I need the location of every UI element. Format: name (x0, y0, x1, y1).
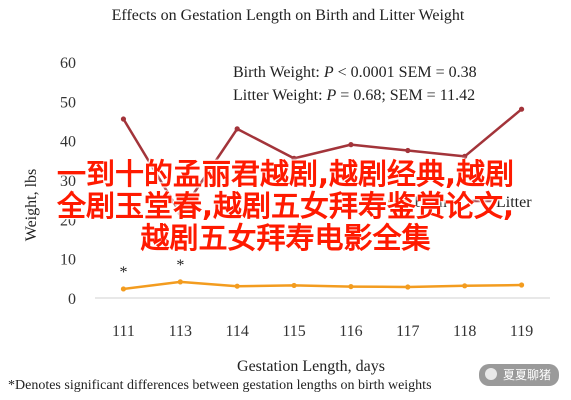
legend-label-litter: Litter (496, 194, 532, 211)
significance-mark: * (119, 264, 127, 281)
x-tick-label: 119 (510, 323, 533, 340)
y-axis-label: Weight, lbs (23, 169, 40, 241)
data-point-litter (234, 126, 240, 132)
x-axis-ticks: 111 113 114 115 116 117 118 119 (112, 323, 533, 340)
footnote: *Denotes significant differences between… (8, 378, 432, 393)
x-axis-label: Gestation Length, days (237, 358, 385, 375)
series-line-birth (123, 280, 522, 291)
significance-marks: * * (119, 257, 184, 281)
data-point-litter (518, 106, 525, 112)
significance-mark: * (176, 257, 184, 274)
data-point-birth (177, 279, 183, 285)
data-point-birth (120, 286, 127, 292)
data-point-litter (348, 142, 354, 148)
data-point-birth (291, 282, 297, 289)
data-point-litter (120, 116, 127, 122)
y-tick-label: 40 (60, 134, 76, 151)
y-tick-label: 10 (60, 252, 76, 269)
data-point-birth (405, 284, 411, 290)
y-axis-ticks: 0 10 20 30 40 50 60 (60, 55, 76, 308)
data-point-birth (518, 282, 525, 288)
chart-title: Effects on Gestation Length on Birth and… (112, 7, 465, 24)
x-tick-label: 116 (339, 323, 362, 340)
watermark-badge: 夏夏聊猪 (478, 364, 559, 386)
x-tick-label: 114 (225, 323, 248, 340)
legend-label-birth: Birth (414, 194, 447, 211)
x-tick-label: 113 (169, 323, 192, 340)
stat-annotation: Birth Weight: P < 0.0001 SEM = 0.38 (233, 64, 477, 81)
data-point-birth (348, 283, 354, 290)
data-point-litter (177, 210, 183, 217)
x-tick-label: 118 (453, 323, 476, 340)
series-line-litter (122, 108, 523, 215)
watermark-label: 夏夏聊猪 (502, 368, 551, 382)
x-tick-label: 115 (282, 323, 305, 340)
annotations: Birth Weight: P < 0.0001 SEM = 0.38 Litte… (233, 64, 477, 104)
y-tick-label: 60 (60, 55, 76, 72)
y-tick-label: 30 (60, 173, 76, 190)
data-point-litter (462, 153, 468, 159)
stat-annotation: Litter Weight: P = 0.68; SEM = 11.42 (233, 87, 475, 104)
y-tick-label: 20 (60, 212, 76, 229)
x-tick-label: 117 (396, 323, 419, 340)
data-point-litter (405, 147, 411, 154)
wechat-icon (484, 368, 497, 380)
legend: Birth Litter (388, 194, 532, 211)
series-layer (120, 106, 525, 292)
data-point-birth (462, 283, 468, 289)
data-point-litter (291, 155, 297, 161)
x-tick-label: 111 (112, 323, 135, 340)
y-tick-label: 50 (60, 94, 76, 111)
y-tick-label: 0 (68, 291, 76, 308)
data-point-birth (234, 283, 240, 289)
